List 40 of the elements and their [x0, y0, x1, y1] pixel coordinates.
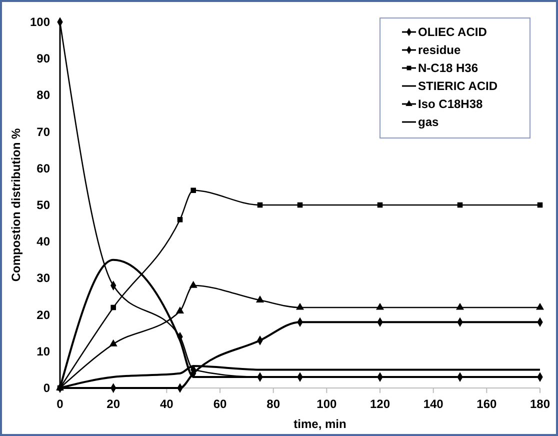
legend-label: Iso C18H38: [418, 97, 484, 111]
point: [256, 296, 264, 302]
point: [296, 302, 304, 310]
point: [536, 302, 544, 310]
point: [190, 188, 196, 194]
legend-label: N-C18 H36: [418, 61, 478, 75]
x-tick-label: 120: [370, 397, 390, 411]
legend-label: STIERIC ACID: [418, 79, 498, 93]
point: [189, 280, 198, 288]
x-tick-label: 20: [106, 397, 120, 411]
x-tick-label: 80: [266, 397, 280, 411]
y-tick-label: 40: [36, 234, 50, 249]
y-tick-label: 0: [43, 381, 50, 395]
legend-label: residue: [418, 43, 462, 57]
x-tick-label: 40: [160, 397, 174, 411]
y-tick-label: 50: [36, 198, 50, 212]
point: [109, 339, 118, 346]
x-tick-label: 160: [476, 397, 497, 411]
point: [176, 306, 184, 314]
point: [456, 302, 464, 310]
legend-label: OLIEC ACID: [418, 25, 488, 39]
x-tick-label: 0: [56, 397, 64, 411]
x-tick-label: 60: [213, 397, 227, 411]
x-tick-label: 180: [530, 397, 550, 411]
legend-label: gas: [418, 115, 440, 129]
y-tick-label: 30: [36, 271, 50, 286]
x-tick-label: 140: [423, 397, 444, 411]
y-tick-label: 20: [36, 308, 50, 322]
x-tick-label: 100: [316, 397, 337, 411]
x-axis-title: time, min: [294, 417, 346, 431]
point: [376, 302, 384, 310]
point: [110, 304, 116, 310]
y-tick-label: 80: [36, 88, 50, 102]
y-tick-label: 90: [36, 52, 50, 66]
y-tick-label: 10: [36, 344, 50, 358]
y-tick-label: 100: [30, 15, 50, 29]
y-axis-title: Compostion distribution %: [9, 128, 23, 282]
y-tick-label: 70: [36, 124, 50, 139]
y-tick-label: 60: [36, 161, 50, 176]
point: [177, 216, 183, 222]
